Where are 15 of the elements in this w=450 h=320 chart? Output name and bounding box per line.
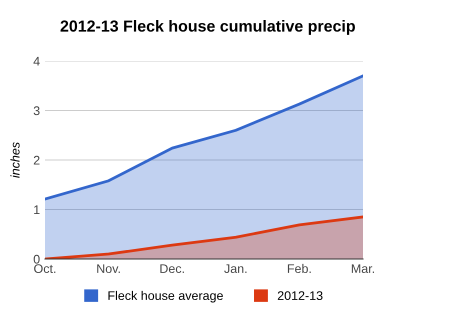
x-tick-label: Mar. [352, 264, 374, 274]
x-tick-label: Nov. [97, 264, 120, 274]
legend-label: Fleck house average [108, 290, 223, 303]
y-tick-label: 2 [34, 156, 40, 165]
y-tick-label: 4 [33, 56, 40, 66]
y-tick-label: 3 [34, 106, 40, 116]
y-tick-label: 1 [34, 205, 40, 214]
legend-label: 2012-13 [278, 291, 323, 300]
x-tick-label: Feb. [288, 264, 311, 274]
x-tick-label: Dec. [160, 264, 184, 274]
y-axis-title: inches [10, 142, 20, 178]
x-tick-label: Oct. [34, 264, 56, 274]
y-tick-label: 0 [34, 254, 40, 264]
x-tick-label: Jan. [224, 264, 246, 274]
chart-title: 2012-13 Fleck house cumulative precip [60, 20, 355, 35]
